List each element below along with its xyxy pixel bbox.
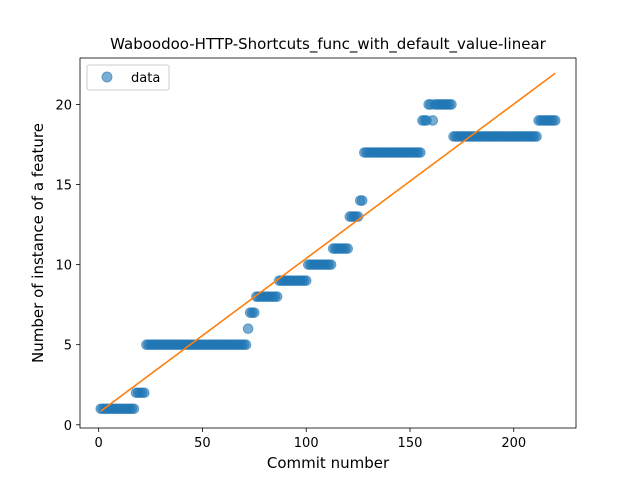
- x-axis: 0 50 100 150 200: [95, 428, 526, 451]
- data-point: [446, 99, 457, 110]
- data-point: [249, 307, 260, 318]
- y-axis: 0 5 10 15 20: [55, 98, 80, 434]
- data-point: [128, 403, 140, 415]
- legend-marker: [101, 71, 113, 83]
- y-tick-label: 10: [55, 259, 72, 274]
- data-point: [549, 115, 561, 126]
- x-tick-label: 200: [501, 436, 526, 451]
- y-tick-label: 5: [64, 339, 72, 354]
- data-point: [271, 291, 283, 302]
- plot-content: [95, 72, 561, 415]
- y-tick-label: 20: [55, 98, 72, 113]
- x-tick-label: 50: [194, 436, 211, 451]
- data-point: [242, 323, 254, 334]
- data-point: [139, 387, 150, 399]
- data-point: [300, 275, 312, 286]
- data-point: [356, 195, 368, 206]
- fit-line: [100, 72, 556, 412]
- data-point: [531, 131, 542, 142]
- y-tick-label: 0: [64, 419, 72, 434]
- x-tick-label: 100: [294, 436, 319, 451]
- x-tick-label: 0: [95, 436, 103, 451]
- data-point: [325, 259, 337, 270]
- y-axis-label: Number of instance of a feature: [29, 123, 47, 363]
- y-tick-label: 15: [55, 179, 72, 194]
- plot-frame: [79, 57, 577, 429]
- data-point: [427, 115, 439, 126]
- legend: data: [86, 64, 170, 91]
- data-point: [415, 147, 426, 158]
- x-tick-label: 150: [398, 436, 423, 451]
- legend-box: [86, 64, 170, 91]
- legend-label: data: [131, 71, 160, 86]
- data-point: [240, 339, 252, 351]
- data-point: [342, 243, 354, 254]
- x-axis-label: Commit number: [267, 454, 390, 472]
- chart-title: Waboodoo-HTTP-Shortcuts_func_with_defaul…: [110, 35, 546, 54]
